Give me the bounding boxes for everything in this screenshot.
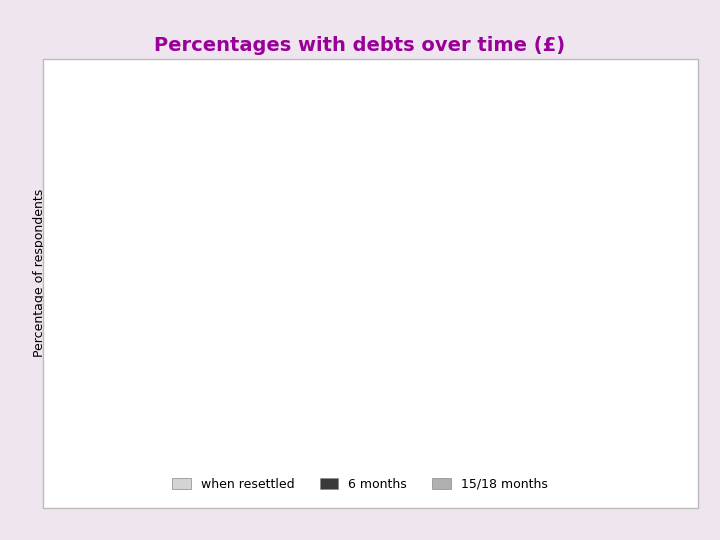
Text: 46: 46 (266, 262, 280, 273)
Bar (135, 228, 169, 470)
Bar (325, 190, 359, 470)
Text: 52: 52 (300, 237, 315, 247)
Text: 83: 83 (490, 106, 504, 116)
Text: 66: 66 (335, 178, 348, 188)
Text: 72: 72 (456, 152, 470, 163)
Text: 44: 44 (422, 271, 436, 281)
Bar (290, 249, 325, 470)
Text: 65: 65 (179, 182, 193, 192)
Text: 57: 57 (611, 216, 626, 226)
Bar (601, 228, 636, 470)
Bar (169, 194, 203, 470)
Y-axis label: Percentage of respondents: Percentage of respondents (32, 188, 45, 357)
Bar (446, 165, 480, 470)
Text: Percentages with debts over time (£): Percentages with debts over time (£) (154, 36, 566, 56)
Bar (480, 118, 514, 470)
Text: 45: 45 (111, 267, 125, 277)
Text: 45: 45 (577, 267, 591, 277)
Bar (412, 284, 446, 470)
Bar (567, 279, 601, 470)
Bar (101, 279, 135, 470)
Legend: when resettled, 6 months, 15/18 months: when resettled, 6 months, 15/18 months (167, 473, 553, 496)
Text: 67: 67 (646, 174, 660, 184)
Bar (636, 186, 670, 470)
Bar (256, 275, 290, 470)
Text: 57: 57 (145, 216, 159, 226)
